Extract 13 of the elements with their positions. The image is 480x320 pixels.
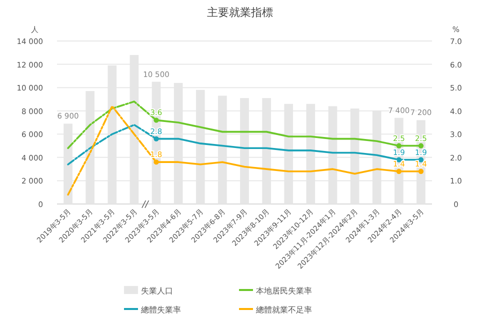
point <box>154 159 159 165</box>
point <box>154 136 159 142</box>
chart-title: 主要就業指標 <box>207 6 273 19</box>
point <box>418 143 424 148</box>
annotation: // <box>141 200 150 210</box>
point <box>396 168 402 174</box>
legend-label: 本地居民失業率 <box>256 286 312 296</box>
legend-label: 總體就業不足率 <box>255 306 312 314</box>
legend-label: 總體失業率 <box>140 306 181 314</box>
legend-label: 失業人口 <box>141 286 173 296</box>
point <box>396 143 402 148</box>
point <box>418 168 424 174</box>
point <box>154 118 159 123</box>
